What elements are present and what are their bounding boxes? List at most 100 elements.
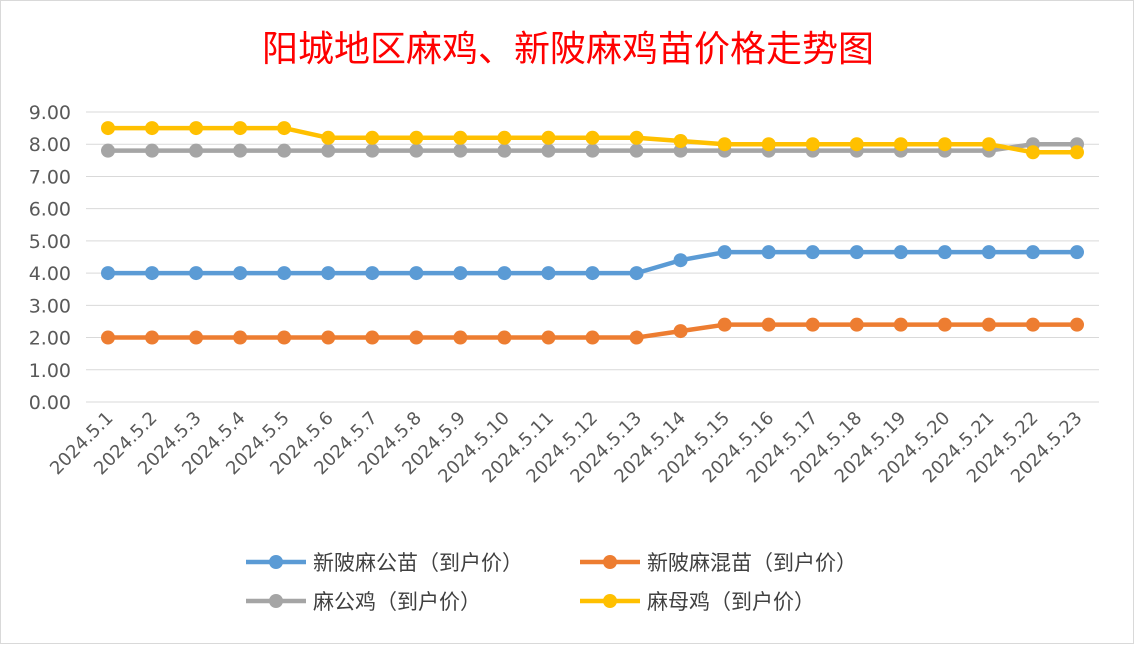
data-point xyxy=(233,330,248,345)
data-point xyxy=(277,143,292,158)
data-point xyxy=(321,330,336,345)
data-point xyxy=(761,317,776,332)
data-point xyxy=(849,245,864,260)
data-point xyxy=(277,121,292,136)
data-point xyxy=(409,143,424,158)
data-point xyxy=(717,137,732,152)
y-tick-label: 8.00 xyxy=(29,134,71,156)
data-point xyxy=(1070,317,1084,332)
legend-item-3: 麻母鸡（到户价） xyxy=(580,590,815,614)
data-point xyxy=(541,330,556,345)
data-point xyxy=(321,130,336,145)
data-point xyxy=(101,121,115,136)
data-point xyxy=(1070,145,1084,160)
data-point xyxy=(541,266,556,281)
series-1 xyxy=(101,317,1084,345)
data-point xyxy=(497,330,512,345)
data-point xyxy=(849,137,864,152)
data-point xyxy=(541,143,556,158)
y-tick-label: 2.00 xyxy=(29,328,71,350)
data-point xyxy=(629,143,644,158)
y-tick-label: 4.00 xyxy=(29,263,71,285)
data-point xyxy=(453,330,468,345)
data-point xyxy=(1025,145,1040,160)
y-tick-label: 0.00 xyxy=(29,392,71,414)
data-point xyxy=(849,317,864,332)
legend-label: 麻母鸡（到户价） xyxy=(647,590,815,614)
data-point xyxy=(365,266,380,281)
data-point xyxy=(145,330,160,345)
data-point xyxy=(189,266,204,281)
data-point xyxy=(277,330,292,345)
series-3 xyxy=(101,121,1084,160)
data-point xyxy=(233,266,248,281)
y-tick-label: 1.00 xyxy=(29,360,71,382)
data-point xyxy=(365,143,380,158)
data-point xyxy=(321,143,336,158)
data-point xyxy=(893,137,908,152)
data-point xyxy=(981,137,996,152)
legend-swatch-marker xyxy=(269,555,283,569)
data-point xyxy=(409,130,424,145)
data-point xyxy=(981,317,996,332)
data-point xyxy=(805,245,820,260)
data-point xyxy=(937,137,952,152)
data-point xyxy=(1070,245,1084,260)
data-point xyxy=(409,330,424,345)
data-point xyxy=(189,121,204,136)
y-tick-label: 9.00 xyxy=(29,102,71,124)
series-layer xyxy=(101,121,1084,345)
data-point xyxy=(585,266,600,281)
data-point xyxy=(585,130,600,145)
legend-label: 麻公鸡（到户价） xyxy=(313,590,481,614)
data-point xyxy=(1025,245,1040,260)
data-point xyxy=(453,266,468,281)
data-point xyxy=(937,317,952,332)
data-point xyxy=(497,266,512,281)
data-point xyxy=(1025,317,1040,332)
data-point xyxy=(673,324,688,339)
data-point xyxy=(585,143,600,158)
data-point xyxy=(629,330,644,345)
data-point xyxy=(893,317,908,332)
data-point xyxy=(893,245,908,260)
data-point xyxy=(189,143,204,158)
series-2 xyxy=(101,137,1084,158)
data-point xyxy=(761,245,776,260)
y-tick-label: 6.00 xyxy=(29,199,71,221)
data-point xyxy=(145,266,160,281)
data-point xyxy=(673,134,688,148)
legend-item-1: 新陂麻混苗（到户价） xyxy=(580,551,857,575)
data-point xyxy=(761,137,776,152)
data-point xyxy=(937,245,952,260)
data-point xyxy=(541,130,556,145)
data-point xyxy=(497,143,512,158)
data-point xyxy=(145,121,160,136)
data-point xyxy=(101,143,115,158)
legend-item-0: 新陂麻公苗（到户价） xyxy=(246,551,523,575)
data-point xyxy=(805,317,820,332)
legend-swatch-marker xyxy=(603,594,617,608)
legend-item-2: 麻公鸡（到户价） xyxy=(246,590,481,614)
legend-swatch-marker xyxy=(269,594,283,608)
y-tick-label: 5.00 xyxy=(29,231,71,253)
data-point xyxy=(453,130,468,145)
data-point xyxy=(233,143,248,158)
legend: 新陂麻公苗（到户价） 新陂麻混苗（到户价） 麻公鸡（到户价） 麻母鸡（到户价） xyxy=(246,551,857,614)
data-point xyxy=(189,330,204,345)
chart-title: 阳城地区麻鸡、新陂麻鸡苗价格走势图 xyxy=(262,29,874,70)
data-point xyxy=(365,330,380,345)
data-point xyxy=(453,143,468,158)
y-axis: 0.00 1.00 2.00 3.00 4.00 5.00 6.00 7.00 8.00 9.00 xyxy=(29,102,71,414)
x-axis: 2024.5.12024.5.22024.5.32024.5.42024.5.5… xyxy=(46,408,1087,488)
data-point xyxy=(365,130,380,145)
legend-swatch-marker xyxy=(603,555,617,569)
data-point xyxy=(629,266,644,281)
legend-label: 新陂麻公苗（到户价） xyxy=(313,551,523,575)
data-point xyxy=(717,245,732,260)
y-tick-label: 3.00 xyxy=(29,295,71,317)
y-tick-label: 7.00 xyxy=(29,166,71,188)
data-point xyxy=(321,266,336,281)
